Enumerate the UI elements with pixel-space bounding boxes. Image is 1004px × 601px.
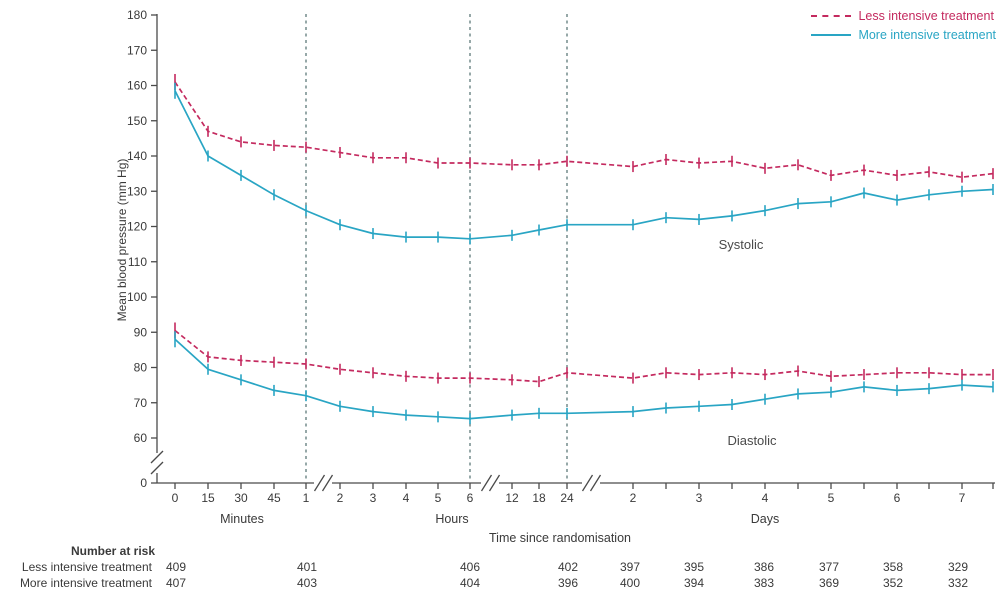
x-group-label-hours: Hours [435,512,469,526]
y-tick-label: 120 [127,220,147,234]
legend-item-less-intensive: Less intensive treatment [811,6,996,25]
risk-value: 395 [683,560,705,574]
risk-value: 377 [818,560,840,574]
risk-row-label-less: Less intensive treatment [21,560,152,574]
y-tick-label: 140 [127,149,147,163]
x-tick-label: 30 [234,491,248,505]
x-tick-label: 4 [762,491,769,505]
x-group-label-minutes: Minutes [220,512,264,526]
x-group-label-days: Days [750,512,780,526]
y-tick-label: 90 [134,325,148,339]
number-at-risk-header: Number at risk [70,544,155,558]
risk-value: 401 [296,560,318,574]
y-axis-title: Mean blood pressure (mm Hg) [115,158,129,322]
risk-value: 397 [619,560,641,574]
series-line-systolic-less [174,81,994,179]
y-tick-label: 80 [134,361,148,375]
x-tick-label: 45 [267,491,281,505]
x-tick-label: 5 [435,491,442,505]
y-tick-label: 150 [127,114,147,128]
legend: Less intensive treatment More intensive … [811,6,996,44]
x-tick-label: 6 [467,491,474,505]
x-tick-label: 7 [959,491,966,505]
x-tick-label: 2 [630,491,637,505]
y-tick-label: 160 [127,79,147,93]
x-tick-label: 1 [303,491,310,505]
y-tick-label: 70 [134,396,148,410]
x-tick-label: 24 [560,491,574,505]
risk-value: 394 [683,576,705,590]
risk-value: 329 [947,560,969,574]
y-tick-label: 0 [140,476,147,490]
y-tick-label: 170 [127,43,147,57]
risk-value: 402 [557,560,579,574]
systolic-label: Systolic [718,237,764,252]
series-line-diastolic-less [174,329,993,383]
series-line-diastolic-more [174,338,994,420]
x-tick-label: 15 [201,491,215,505]
risk-row-label-more: More intensive treatment [19,576,152,590]
risk-value: 352 [882,576,904,590]
risk-value: 409 [165,560,187,574]
legend-item-more-intensive: More intensive treatment [811,25,996,44]
x-tick-label: 2 [337,491,344,505]
risk-value: 407 [165,576,187,590]
x-tick-label: 4 [403,491,410,505]
x-axis-title: Time since randomisation [489,531,631,545]
y-tick-label: 60 [134,431,148,445]
x-tick-label: 12 [505,491,519,505]
x-tick-label: 18 [532,491,546,505]
y-tick-label: 100 [127,290,147,304]
legend-label: More intensive treatment [858,27,996,42]
x-tick-label: 0 [172,491,179,505]
risk-value: 332 [947,576,969,590]
solid-line-sample-icon [811,33,852,36]
risk-value: 400 [619,576,641,590]
dashed-line-sample-icon [811,14,852,17]
diastolic-label: Diastolic [727,433,777,448]
y-tick-label: 110 [128,255,147,269]
y-tick-label: 130 [127,184,147,198]
risk-value: 396 [557,576,579,590]
series-line-systolic-more [174,90,994,240]
x-tick-label: 3 [370,491,377,505]
x-tick-label: 3 [696,491,703,505]
risk-value: 383 [753,576,775,590]
risk-value: 403 [296,576,318,590]
risk-value: 404 [459,576,481,590]
x-tick-label: 5 [828,491,835,505]
risk-value: 406 [459,560,481,574]
risk-value: 386 [753,560,775,574]
legend-label: Less intensive treatment [858,8,994,23]
y-tick-label: 180 [127,8,147,22]
risk-value: 369 [818,576,840,590]
risk-value: 358 [882,560,904,574]
x-tick-label: 6 [894,491,901,505]
